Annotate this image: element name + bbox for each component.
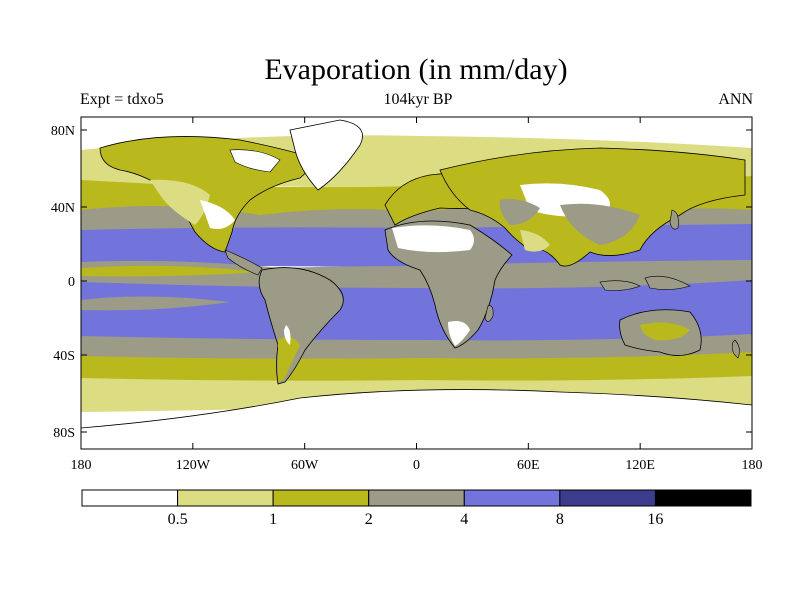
colorbar-swatch [81,489,179,507]
colorbar-label: 2 [365,511,373,528]
colorbar-label: 8 [556,511,564,528]
lat-tick-label: 40S [53,349,75,364]
colorbar-swatch [272,489,370,507]
lat-tick-label: 80N [51,124,75,139]
colorbar-label: 0.5 [168,511,188,528]
colorbar-label: 4 [460,511,468,528]
colorbar: 0.5 1 2 4 8 16 [81,489,752,528]
period-label: 104kyr BP [383,91,453,108]
lon-tick-label: 60W [291,458,319,473]
map-field [81,117,752,449]
season-label: ANN [718,91,753,108]
lon-tick-label: 0 [413,458,420,473]
lon-tick-label: 120E [625,458,655,473]
lat-tick-label: 0 [68,275,75,290]
experiment-label: Expt = tdxo5 [80,91,164,108]
colorbar-label: 16 [647,511,663,528]
map-axes: 80N 40N 0 40S 80S 180 120W 60W 0 60E 120E 180 [51,117,763,473]
map-title: Evaporation (in mm/day) [264,53,568,86]
lat-tick-label: 40N [51,201,75,216]
lon-tick-label: 180 [742,458,763,473]
lat-tick-label: 80S [53,426,75,441]
colorbar-swatch [654,489,752,507]
colorbar-label: 1 [269,511,277,528]
colorbar-swatch [177,489,274,507]
lon-tick-label: 120W [176,458,211,473]
colorbar-swatch [559,489,656,507]
colorbar-swatch [368,489,465,507]
lon-tick-label: 60E [517,458,540,473]
lon-tick-label: 180 [71,458,92,473]
colorbar-swatch [463,489,561,507]
